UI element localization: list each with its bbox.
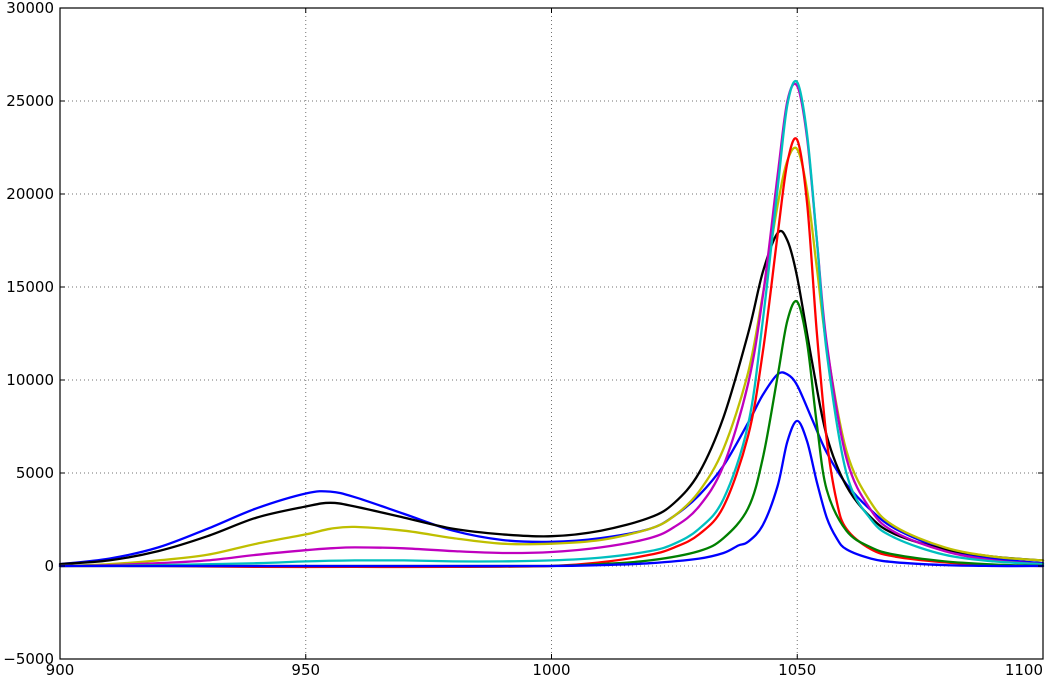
x-tick-label: 1100 <box>1005 661 1043 679</box>
series-line-4 <box>58 82 1045 568</box>
y-tick-label: 0 <box>44 557 54 575</box>
series-lines <box>58 80 1045 569</box>
y-tick-label: 30000 <box>6 0 54 17</box>
x-tick-label: 900 <box>46 661 75 679</box>
y-axis-ticks: 30000 25000 20000 15000 10000 5000 0 −5000 <box>3 0 1043 668</box>
x-tick-label: 1050 <box>778 661 816 679</box>
series-line-2 <box>58 229 1045 566</box>
y-tick-label: 5000 <box>16 464 54 482</box>
series-line-3 <box>58 146 1045 568</box>
series-line-5 <box>58 80 1045 568</box>
grid <box>60 8 1043 659</box>
x-axis-ticks: 900 950 1000 1050 1100 <box>46 8 1044 679</box>
y-tick-label: 20000 <box>6 185 54 203</box>
x-tick-label: 1000 <box>532 661 570 679</box>
y-tick-label: −5000 <box>3 650 54 668</box>
y-tick-label: 15000 <box>6 278 54 296</box>
x-tick-label: 950 <box>291 661 320 679</box>
series-line-8 <box>58 419 1045 568</box>
y-tick-label: 25000 <box>6 92 54 110</box>
y-tick-label: 10000 <box>6 371 54 389</box>
